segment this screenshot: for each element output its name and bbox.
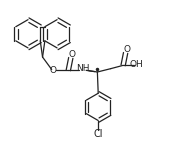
Text: OH: OH [130,60,144,69]
Text: O: O [124,45,131,54]
Text: NH: NH [76,64,89,73]
Text: Cl: Cl [93,129,103,139]
Text: O: O [50,66,57,75]
Text: O: O [69,50,76,59]
